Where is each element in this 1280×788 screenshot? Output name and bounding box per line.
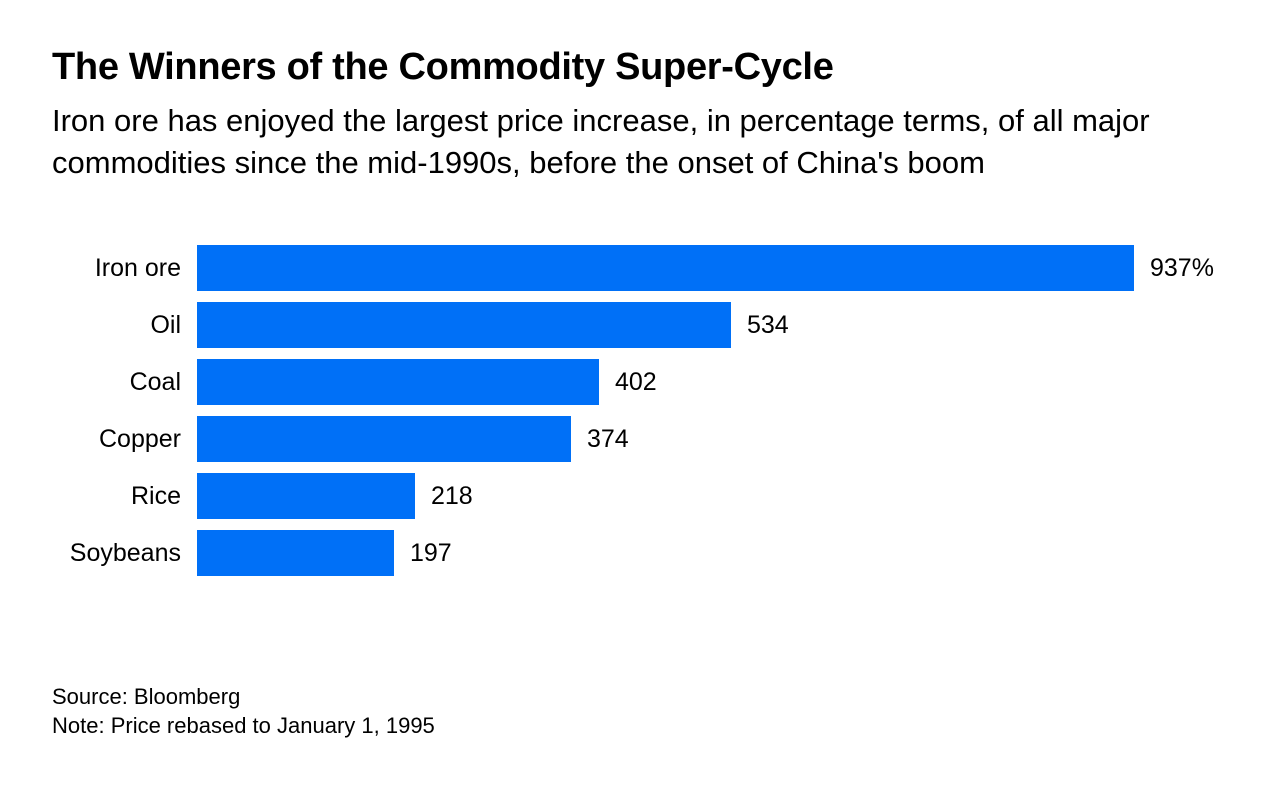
rebase-note: Note: Price rebased to January 1, 1995 [52, 713, 435, 738]
bars-layer: Iron ore 937% Oil 534 Coal 402 Copper 374 Rice 21… [70, 245, 1214, 576]
bar-oil [197, 302, 731, 348]
value-label-oil: 534 [747, 311, 789, 339]
chart-footer: Source: Bloomberg Note: Price rebased to… [52, 682, 435, 740]
category-label-rice: Rice [131, 482, 181, 510]
value-label-coal: 402 [615, 368, 657, 396]
category-label-iron-ore: Iron ore [95, 254, 181, 282]
chart-subtitle: Iron ore has enjoyed the largest price i… [52, 103, 1150, 180]
value-label-rice: 218 [431, 482, 473, 510]
value-label-copper: 374 [587, 425, 629, 453]
source-note: Source: Bloomberg [52, 684, 241, 709]
bar-chart: Iron ore 937% Oil 534 Coal 402 Copper 374 Rice 21… [70, 245, 1214, 576]
bar-iron-ore [197, 245, 1134, 291]
value-label-iron-ore: 937% [1150, 254, 1214, 282]
category-label-copper: Copper [99, 425, 181, 453]
bar-coal [197, 359, 599, 405]
bar-rice [197, 473, 415, 519]
category-label-oil: Oil [150, 311, 181, 339]
bar-soybeans [197, 530, 394, 576]
bar-copper [197, 416, 571, 462]
category-label-coal: Coal [130, 368, 181, 396]
category-label-soybeans: Soybeans [70, 539, 181, 567]
value-label-soybeans: 197 [410, 539, 452, 567]
chart-title: The Winners of the Commodity Super-Cycle [52, 46, 834, 88]
